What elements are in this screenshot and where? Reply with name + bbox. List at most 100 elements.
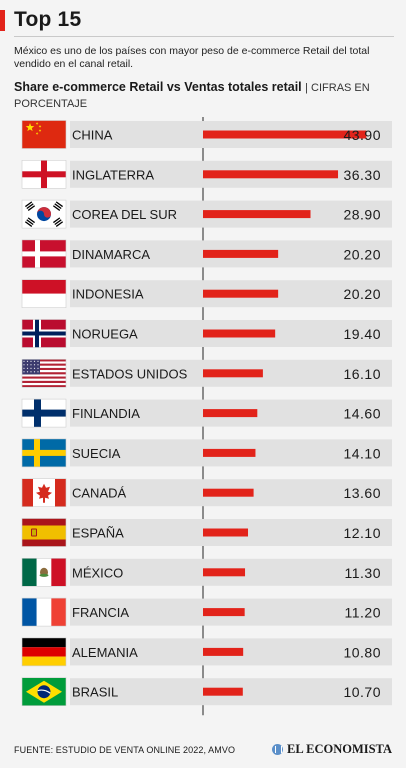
chart-row: SUECIA 14.10	[21, 438, 392, 468]
bar	[203, 409, 258, 418]
category-label: CANADÁ	[72, 486, 127, 501]
category-label: INDONESIA	[72, 287, 144, 302]
row-background	[70, 399, 392, 427]
chart-row: NORUEGA 19.40	[21, 319, 392, 348]
category-label: CHINA	[72, 128, 113, 143]
row-background	[70, 439, 392, 467]
header: Top 15	[0, 8, 406, 34]
row-background	[70, 519, 392, 546]
value-label: 12.10	[343, 525, 381, 541]
brazil-flag-icon	[21, 677, 67, 707]
chart-row: BRASIL 10.70	[21, 677, 392, 707]
chart-row: INGLATERRA 36.30	[21, 160, 392, 189]
bar	[203, 130, 367, 139]
title-divider	[14, 36, 394, 37]
row-background	[70, 240, 392, 268]
row-background	[70, 320, 392, 347]
chart-unit: | CIFRAS EN PORCENTAJE	[14, 82, 370, 110]
bar	[203, 528, 249, 537]
canada-flag-icon	[21, 478, 67, 508]
chart-row: CANADÁ 13.60	[21, 478, 392, 508]
chart-row: COREA DEL SUR 28.90	[21, 199, 392, 229]
category-label: MÉXICO	[72, 565, 123, 580]
bar	[203, 210, 311, 219]
title-accent-bar	[0, 10, 5, 31]
chart-row: MÉXICO 11.30	[21, 557, 392, 587]
value-label: 20.20	[343, 246, 381, 262]
usa-flag-icon	[21, 358, 67, 388]
value-label: 43.90	[343, 127, 381, 143]
bar	[203, 329, 276, 338]
row-background	[70, 598, 392, 626]
value-label: 14.60	[343, 406, 381, 422]
chart-heading: Share e-commerce Retail vs Ventas totale…	[14, 80, 396, 112]
bar	[203, 369, 263, 378]
brand-icon	[272, 744, 283, 755]
england-flag-icon	[21, 160, 67, 189]
france-flag-icon	[21, 597, 67, 627]
chart-row: CHINA 43.90	[21, 120, 392, 149]
value-label: 28.90	[343, 207, 381, 223]
indonesia-flag-icon	[21, 279, 67, 309]
value-label: 16.10	[343, 366, 381, 382]
brand-logo: EL ECONOMISTA	[272, 742, 392, 757]
chart-row: ESPAÑA 12.10	[21, 518, 392, 547]
bar	[203, 289, 279, 298]
value-label: 10.80	[343, 644, 381, 660]
row-background	[70, 160, 392, 188]
category-label: BRASIL	[72, 685, 118, 700]
value-label: 14.10	[343, 445, 381, 461]
china-flag-icon	[21, 120, 67, 149]
category-label: NORUEGA	[72, 327, 138, 342]
value-label: 11.30	[345, 565, 382, 581]
bar	[203, 647, 244, 656]
chart-row: ESTADOS UNIDOS 16.10	[21, 358, 392, 388]
chart-row: FINLANDIA 14.60	[21, 398, 392, 428]
category-label: SUECIA	[72, 446, 121, 461]
row-background	[70, 200, 392, 228]
category-label: FINLANDIA	[72, 406, 140, 421]
norway-flag-icon	[21, 319, 67, 348]
bar	[203, 488, 254, 497]
mexico-flag-icon	[21, 557, 67, 587]
value-label: 19.40	[343, 326, 381, 342]
south-korea-flag-icon	[21, 199, 67, 229]
source-note: FUENTE: ESTUDIO DE VENTA ONLINE 2022, AM…	[14, 745, 236, 755]
bar	[203, 568, 246, 577]
finland-flag-icon	[21, 398, 67, 428]
category-label: DINAMARCA	[72, 247, 150, 262]
category-label: COREA DEL SUR	[72, 207, 177, 222]
row-background	[70, 121, 392, 148]
category-label: FRANCIA	[72, 605, 129, 620]
value-label: 11.20	[345, 605, 382, 621]
chart-row: FRANCIA 11.20	[21, 597, 392, 627]
chart-row: DINAMARCA 20.20	[21, 239, 392, 269]
row-background	[70, 638, 392, 666]
bar	[203, 448, 256, 457]
chart-row: INDONESIA 20.20	[21, 279, 392, 309]
bar	[203, 687, 243, 696]
page-title: Top 15	[14, 8, 82, 31]
bar	[203, 170, 339, 179]
value-label: 10.70	[343, 684, 381, 700]
row-background	[70, 280, 392, 308]
spain-flag-icon	[21, 518, 67, 547]
row-background	[70, 479, 392, 507]
category-label: ALEMANIA	[72, 645, 138, 660]
germany-flag-icon	[21, 637, 67, 667]
value-label: 36.30	[343, 167, 381, 183]
bar	[203, 249, 279, 258]
denmark-flag-icon	[21, 239, 67, 269]
value-label: 20.20	[343, 286, 381, 302]
chart-title: Share e-commerce Retail vs Ventas totale…	[14, 80, 302, 94]
chart-row: ALEMANIA 10.80	[21, 637, 392, 667]
bar	[203, 608, 245, 617]
row-background	[70, 678, 392, 706]
row-background	[70, 558, 392, 586]
sweden-flag-icon	[21, 438, 67, 468]
category-label: INGLATERRA	[72, 167, 154, 182]
category-label: ESTADOS UNIDOS	[72, 366, 188, 381]
value-label: 13.60	[343, 485, 381, 501]
description: México es uno de los países con mayor pe…	[14, 45, 370, 70]
